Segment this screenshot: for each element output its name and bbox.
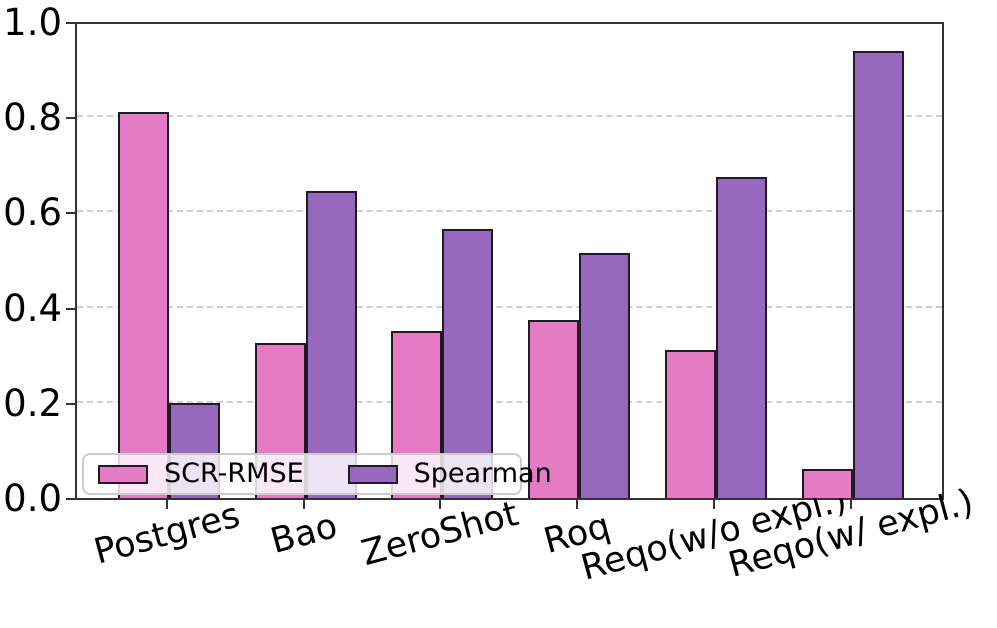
- y-tick-label-0.0: 0.0: [3, 477, 62, 520]
- y-tick-label-0.2: 0.2: [3, 381, 62, 425]
- legend: SCR-RMSE Spearman: [82, 453, 552, 495]
- x-tick-mark-4: [576, 500, 579, 509]
- x-tick-label-2: Bao: [266, 506, 341, 562]
- scr-rmse-legend-label: SCR-RMSE: [164, 458, 304, 489]
- y-tick-mark-0.6: [66, 212, 75, 215]
- bar-reqo-w-o-expl--scr-rmse: [664, 350, 716, 498]
- bar-bao-spearman: [305, 190, 357, 498]
- y-tick-mark-0.8: [66, 117, 75, 120]
- spearman-swatch: [347, 464, 398, 484]
- scr-rmse-swatch: [98, 464, 148, 484]
- y-tick-label-1.0: 1.0: [3, 1, 62, 44]
- x-tick-mark-5: [712, 500, 715, 509]
- bar-reqo-w-expl--spearman: [852, 50, 904, 498]
- y-tick-mark-1.0: [66, 22, 75, 24]
- gridline-0.2: [77, 400, 942, 403]
- y-tick-mark-0.0: [66, 498, 75, 500]
- gridline-0.6: [77, 210, 942, 213]
- bar-reqo-w-expl--scr-rmse: [801, 469, 853, 498]
- x-tick-mark-1: [165, 500, 168, 509]
- legend-item-scr-rmse: SCR-RMSE: [98, 459, 304, 489]
- y-tick-label-0.8: 0.8: [3, 96, 62, 140]
- y-tick-label-0.6: 0.6: [3, 191, 62, 235]
- x-tick-mark-3: [439, 500, 442, 509]
- gridline-0.8: [77, 115, 942, 118]
- bar-roq-scr-rmse: [528, 319, 580, 498]
- x-tick-mark-2: [302, 500, 305, 509]
- bar-roq-spearman: [579, 252, 631, 498]
- gridline-0.4: [77, 305, 942, 308]
- y-tick-mark-0.4: [66, 307, 75, 310]
- y-tick-label-0.4: 0.4: [3, 286, 62, 330]
- legend-item-spearman: Spearman: [347, 458, 552, 489]
- y-tick-mark-0.2: [66, 402, 75, 405]
- plot-area: SCR-RMSE Spearman: [75, 22, 944, 500]
- spearman-legend-label: Spearman: [413, 458, 552, 489]
- x-tick-mark-6: [849, 500, 852, 509]
- bar-postgres-scr-rmse: [117, 112, 169, 498]
- bar-reqo-w-o-expl--spearman: [715, 176, 767, 498]
